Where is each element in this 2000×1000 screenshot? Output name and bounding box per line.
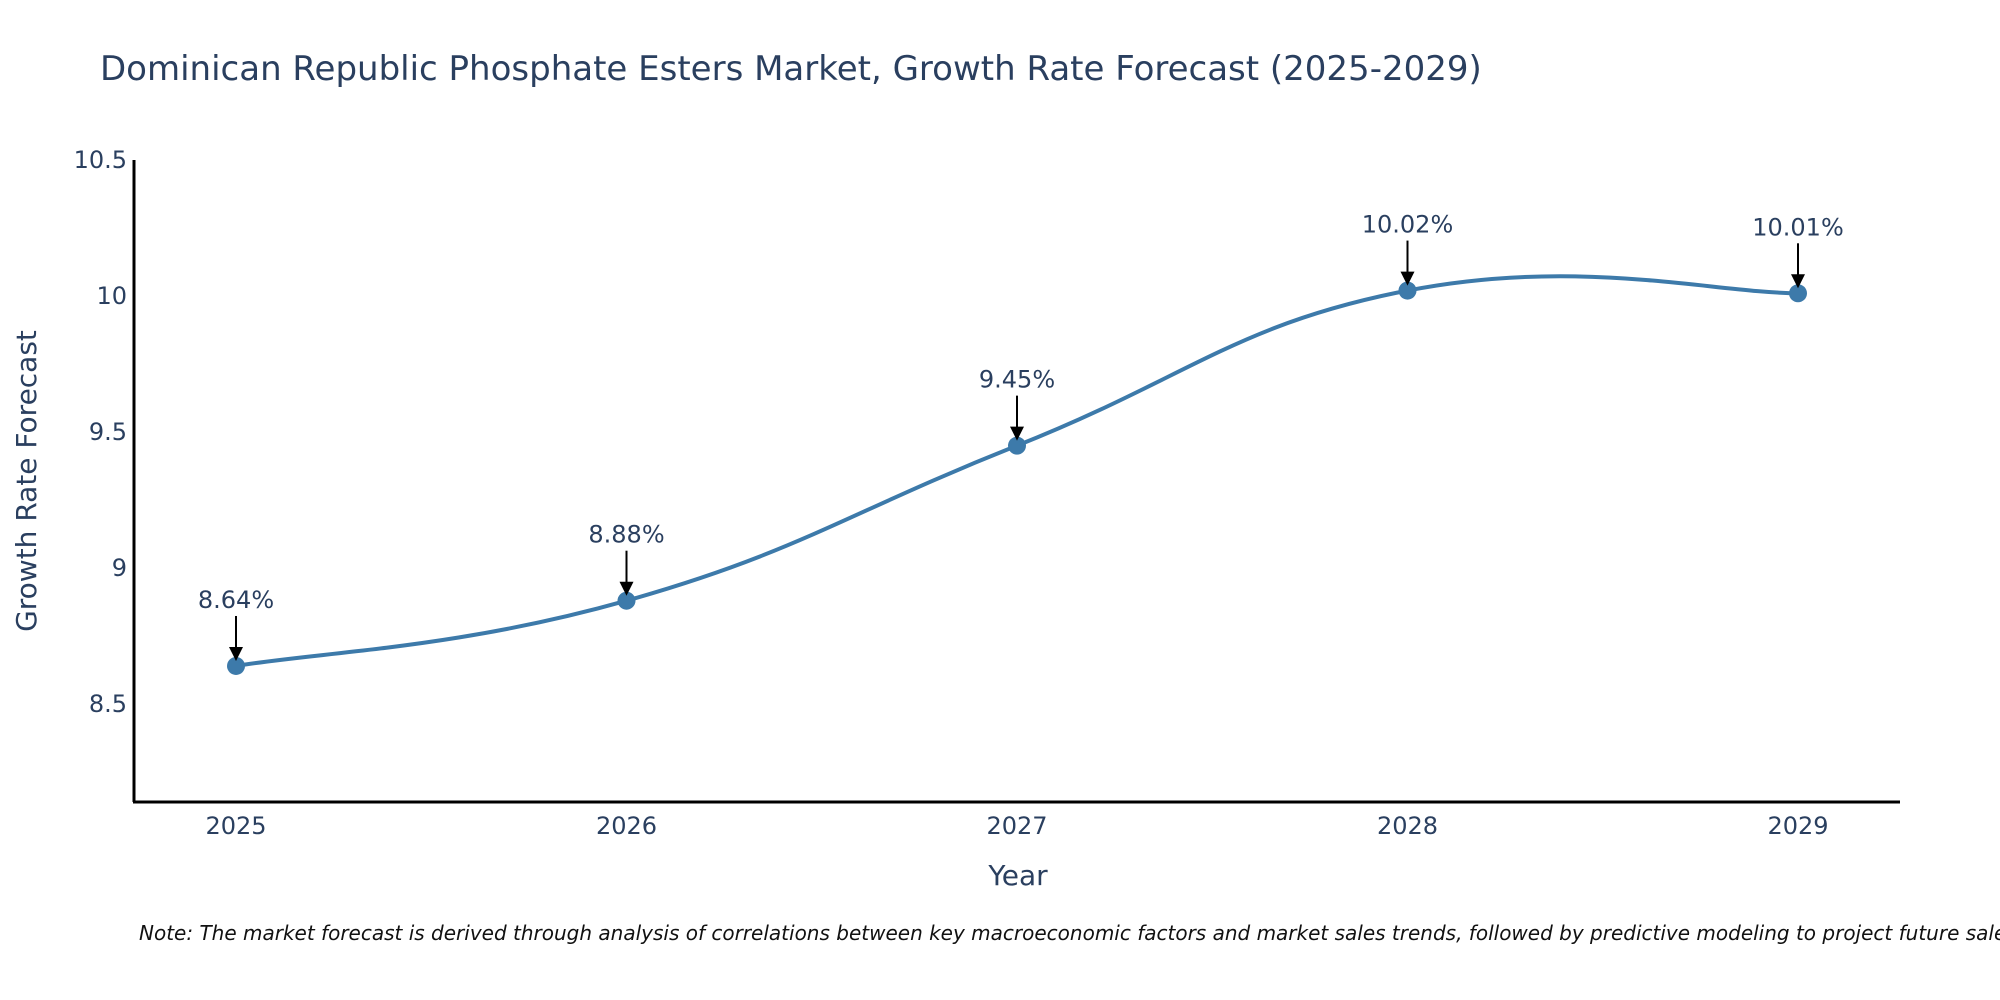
y-tick-label: 9.5 — [89, 418, 127, 446]
x-tick-label: 2027 — [986, 812, 1047, 840]
data-point — [1789, 284, 1807, 303]
annotation-arrow-head — [1010, 426, 1024, 441]
y-tick-label: 10 — [96, 282, 127, 310]
data-point — [617, 591, 636, 610]
x-axis-ticks: 2025 2026 2027 2028 2029 — [205, 812, 1828, 840]
data-label: 10.02% — [1362, 211, 1454, 239]
series-line — [235, 274, 1799, 668]
data-point — [1398, 281, 1417, 300]
y-axis-ticks: 8.5 9 9.5 10 10.5 — [74, 146, 127, 718]
x-axis-title: Year — [987, 859, 1048, 892]
annotation-arrow-head — [1400, 271, 1415, 286]
y-axis-title: Growth Rate Forecast — [10, 330, 43, 632]
data-points — [227, 281, 1807, 675]
data-label: 8.88% — [588, 521, 664, 549]
y-tick-label: 10.5 — [74, 146, 127, 174]
x-tick-label: 2025 — [205, 812, 266, 840]
chart-title: Dominican Republic Phosphate Esters Mark… — [100, 49, 1482, 89]
data-label: 9.45% — [979, 366, 1055, 394]
data-label: 8.64% — [198, 586, 274, 614]
x-tick-label: 2026 — [596, 812, 657, 840]
chart-note: Note: The market forecast is derived thr… — [139, 921, 2000, 945]
annotation-arrow-head — [619, 581, 634, 596]
data-point — [227, 656, 245, 675]
data-label: 10.01% — [1752, 213, 1844, 241]
y-tick-label: 8.5 — [89, 690, 127, 718]
x-tick-label: 2028 — [1377, 812, 1438, 840]
x-tick-label: 2029 — [1767, 812, 1828, 840]
data-point — [1008, 436, 1026, 455]
annotation-arrow-head — [229, 646, 243, 661]
annotation-arrow-head — [1791, 274, 1805, 289]
data-labels: 8.64% 8.88% 9.45% 10.02% 10.01% — [198, 211, 1844, 661]
y-tick-label: 9 — [112, 554, 127, 582]
